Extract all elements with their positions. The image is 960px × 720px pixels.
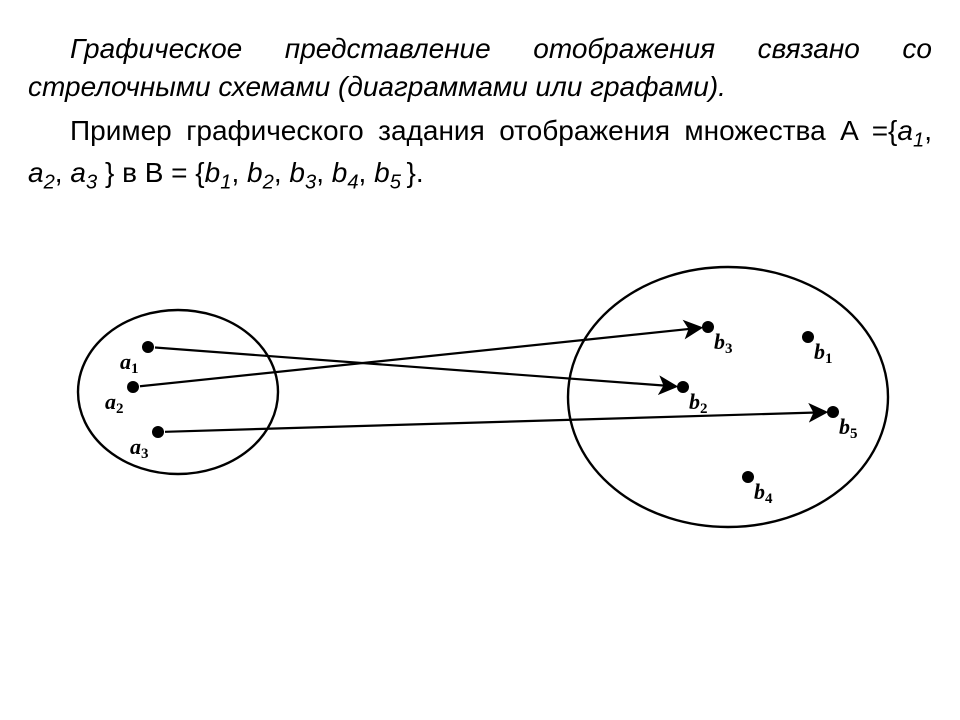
node-b3: [702, 321, 714, 333]
intro-text: Графическое представление отображения св…: [28, 33, 932, 102]
node-b1: [802, 331, 814, 343]
page-root: Графическое представление отображения св…: [0, 0, 960, 720]
set-B-ellipse: [568, 267, 888, 527]
edge-a3-b5: [165, 412, 825, 432]
edge-a2-b3: [140, 328, 700, 386]
label-b4: b4: [754, 479, 773, 507]
edge-a1-b2: [155, 348, 675, 387]
label-a2: a2: [105, 389, 124, 417]
paragraph-example: Пример графического задания отображения …: [28, 112, 932, 198]
node-a1: [142, 341, 154, 353]
label-b3: b3: [714, 329, 733, 357]
label-b1: b1: [814, 339, 833, 367]
label-a3: a3: [130, 434, 149, 462]
paragraph-intro: Графическое представление отображения св…: [28, 30, 932, 106]
mapping-diagram: a1 a2a3 b1 b2 b3 b4 b5: [28, 227, 932, 587]
label-a1: a1: [120, 349, 139, 377]
label-b5: b5: [839, 414, 858, 442]
node-a3: [152, 426, 164, 438]
example-mid: } в B = {: [105, 157, 205, 188]
example-suffix: }.: [407, 157, 424, 188]
example-prefix: Пример графического задания отображения …: [70, 115, 897, 146]
node-b4: [742, 471, 754, 483]
node-b2: [677, 381, 689, 393]
label-b2: b2: [689, 389, 708, 417]
node-a2: [127, 381, 139, 393]
node-b5: [827, 406, 839, 418]
